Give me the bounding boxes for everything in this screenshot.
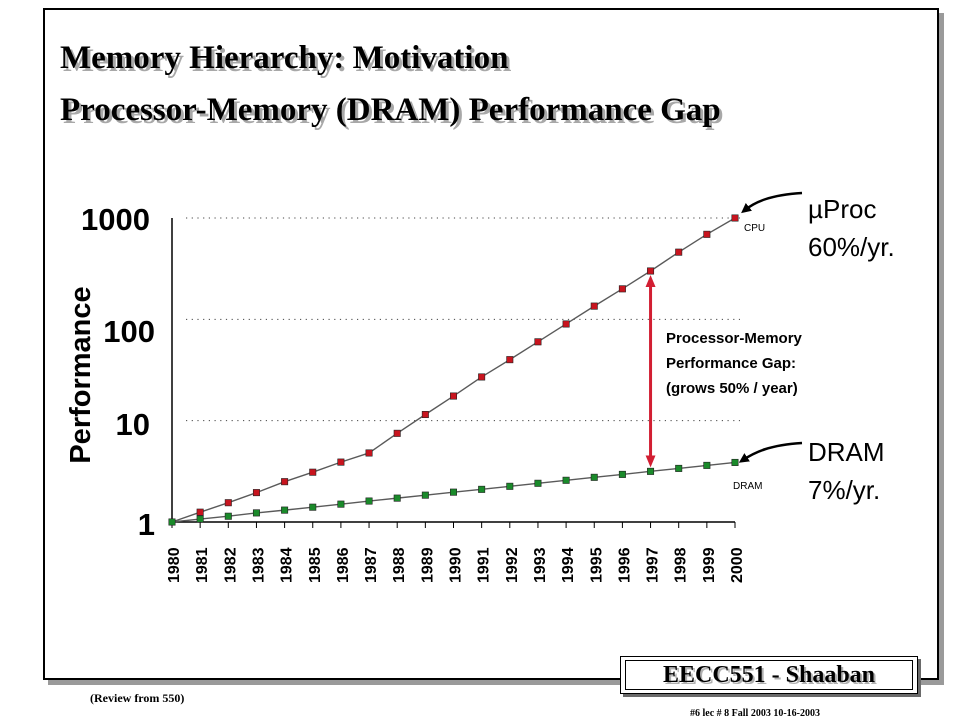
x-tick-label-1984: 1984 xyxy=(279,547,296,583)
x-tick-label-1996: 1996 xyxy=(616,547,633,583)
dram-callout-arrow xyxy=(738,441,803,463)
x-tick-label-1985: 1985 xyxy=(307,547,324,583)
course-footer-box: EECC551 - Shaaban xyxy=(620,656,918,694)
dram-point-1983 xyxy=(252,509,260,517)
cpu-point-1990 xyxy=(449,392,457,400)
dram-point-1995 xyxy=(590,473,598,481)
x-tick-label-1992: 1992 xyxy=(504,547,521,583)
review-note: (Review from 550) xyxy=(90,691,185,705)
cpu-point-1985 xyxy=(309,468,317,476)
x-tick-label-1993: 1993 xyxy=(532,547,549,583)
dram-point-1999 xyxy=(703,461,711,469)
x-tick-label-1989: 1989 xyxy=(419,547,436,583)
x-tick-label-1995: 1995 xyxy=(588,547,605,583)
cpu-point-1983 xyxy=(252,489,260,497)
cpu-rate-label-2: 60%/yr. xyxy=(808,232,895,262)
footer-inner-border xyxy=(625,660,913,690)
dram-rate-label-2: 7%/yr. xyxy=(808,475,880,505)
slide-info: #6 lec # 8 Fall 2003 10-16-2003 xyxy=(690,708,820,719)
dram-point-1988 xyxy=(393,494,401,502)
slide-frame xyxy=(43,8,939,680)
x-tick-label-2000: 2000 xyxy=(729,547,746,583)
dram-point-1994 xyxy=(562,476,570,484)
dram-point-1981 xyxy=(196,515,204,523)
cpu-point-2000 xyxy=(731,214,739,222)
cpu-point-1997 xyxy=(647,267,655,275)
x-tick-label-1982: 1982 xyxy=(222,547,239,583)
dram-point-1998 xyxy=(675,464,683,472)
x-tick-label-1994: 1994 xyxy=(560,547,577,583)
cpu-point-1989 xyxy=(421,411,429,419)
y-tick-label-100: 100 xyxy=(103,314,155,349)
x-tick-label-1997: 1997 xyxy=(645,547,662,583)
cpu-point-1994 xyxy=(562,320,570,328)
grid-lines xyxy=(186,217,740,422)
cpu-point-1988 xyxy=(393,429,401,437)
dram-point-1980 xyxy=(168,518,176,526)
series xyxy=(168,214,739,526)
x-tick-label-1990: 1990 xyxy=(448,547,465,583)
dram-point-1996 xyxy=(618,470,626,478)
x-tick-label-1986: 1986 xyxy=(335,547,352,583)
slide-title-line-2: Processor-Memory (DRAM) Performance Gap xyxy=(60,92,721,128)
x-tick-label-1999: 1999 xyxy=(701,547,718,583)
cpu-series-label: CPU xyxy=(744,223,765,234)
y-tick-label-1000: 1000 xyxy=(81,202,150,237)
cpu-point-1986 xyxy=(337,458,345,466)
cpu-point-1992 xyxy=(506,356,514,364)
dram-point-1997 xyxy=(647,467,655,475)
cpu-point-1981 xyxy=(196,508,204,516)
dram-point-1992 xyxy=(506,482,514,490)
tick-labels: 1 10 100 1000 1980 1981 1982 1983 1984 1985 1986 19… xyxy=(81,202,746,583)
dram-point-1989 xyxy=(421,491,429,499)
x-tick-label-1991: 1991 xyxy=(476,547,493,583)
x-tick-label-1987: 1987 xyxy=(363,547,380,583)
cpu-point-1982 xyxy=(224,499,232,507)
cpu-point-1996 xyxy=(618,285,626,293)
dram-point-1987 xyxy=(365,497,373,505)
dram-point-1993 xyxy=(534,479,542,487)
cpu-point-1984 xyxy=(281,478,289,486)
slide-title-line-1: Memory Hierarchy: Motivation xyxy=(60,40,509,76)
cpu-point-1998 xyxy=(675,248,683,256)
cpu-point-1999 xyxy=(703,230,711,238)
dram-point-1984 xyxy=(281,506,289,514)
gap-label-1: Processor-Memory xyxy=(666,330,803,347)
x-tick-label-1981: 1981 xyxy=(194,547,211,583)
cpu-point-1991 xyxy=(478,373,486,381)
dram-point-1986 xyxy=(337,500,345,508)
gap-label-2: Performance Gap: xyxy=(666,355,796,372)
x-tick-label-1983: 1983 xyxy=(250,547,267,583)
dram-rate-label-1: DRAM xyxy=(808,437,885,467)
dram-point-2000 xyxy=(731,458,739,466)
cpu-rate-label-1: µProc xyxy=(808,194,876,224)
x-tick-label-1980: 1980 xyxy=(166,547,183,583)
course-footer-label: EECC551 - Shaaban xyxy=(662,662,876,688)
dram-point-1985 xyxy=(309,503,317,511)
cpu-point-1993 xyxy=(534,338,542,346)
y-axis-label: Performance xyxy=(65,286,97,463)
dram-point-1982 xyxy=(224,512,232,520)
cpu-point-1987 xyxy=(365,449,373,457)
dram-point-1990 xyxy=(449,488,457,496)
y-tick-label-10: 10 xyxy=(116,407,150,442)
dram-point-1991 xyxy=(478,485,486,493)
x-tick-label-1988: 1988 xyxy=(391,547,408,583)
cpu-point-1995 xyxy=(590,302,598,310)
x-tick-label-1998: 1998 xyxy=(673,547,690,583)
cpu-callout-arrow xyxy=(741,191,803,214)
gap-label-3: (grows 50% / year) xyxy=(666,380,798,397)
y-tick-label-1: 1 xyxy=(138,507,155,542)
dram-series-label: DRAM xyxy=(733,481,762,492)
